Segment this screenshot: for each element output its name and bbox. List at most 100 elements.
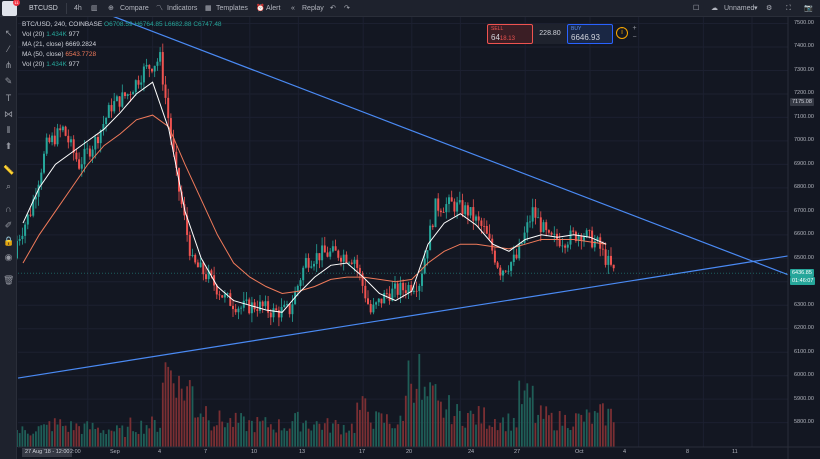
info-icon[interactable]: i — [616, 27, 628, 39]
redo-icon[interactable]: ↷ — [344, 5, 350, 12]
replay-button[interactable]: Replay — [302, 5, 324, 12]
volume-bar — [137, 433, 140, 447]
candle-body — [426, 250, 429, 259]
indicators-button[interactable]: Indicators — [167, 5, 198, 12]
legend-ma21[interactable]: MA (21, close) 6669.2824 — [22, 40, 222, 50]
candle-body — [461, 200, 464, 215]
magnet-icon[interactable]: ∩ — [5, 204, 12, 214]
candle-body — [180, 191, 183, 205]
text-tool-icon[interactable]: T — [5, 93, 12, 103]
volume-bar — [475, 424, 477, 447]
layout-dropdown-icon[interactable]: ▾ — [754, 5, 758, 12]
candle-body — [188, 234, 191, 256]
candle-body — [140, 82, 143, 85]
candle-body — [261, 301, 264, 307]
volume-bar — [445, 409, 448, 447]
candle-body — [70, 139, 72, 143]
candle-body — [221, 295, 224, 298]
volume-bar — [431, 385, 434, 447]
icon-tool-icon[interactable]: ⬆ — [4, 141, 13, 151]
volume-bar — [29, 435, 32, 447]
candle-body — [67, 135, 70, 143]
volume-bar — [394, 428, 396, 447]
stay-drawing-icon[interactable]: ✐ — [4, 220, 13, 230]
gear-icon[interactable]: ⚙ — [766, 5, 773, 12]
tradingview-logo[interactable]: 11 — [2, 0, 20, 16]
volume-bar — [510, 430, 512, 447]
trash-icon[interactable]: 🗑 — [3, 275, 15, 285]
fullscreen-icon[interactable]: ☐ — [693, 5, 700, 12]
prediction-tool-icon[interactable]: ⫴ — [6, 125, 11, 135]
candle-body — [142, 66, 145, 83]
brush-tool-icon[interactable]: ✎ — [4, 76, 13, 86]
indicator-name: MA (50, close) — [22, 51, 64, 58]
candle-body — [88, 148, 91, 157]
volume-bar — [99, 432, 102, 447]
lock-icon[interactable]: 🔒 — [3, 236, 15, 246]
hide-drawings-icon[interactable]: ◉ — [4, 252, 13, 262]
candle-body — [591, 230, 594, 248]
volume-bar — [288, 428, 291, 447]
candle-body — [442, 212, 445, 213]
volume-bar — [248, 420, 251, 447]
legend-ma50[interactable]: MA (50, close) 6543.7728 — [22, 50, 222, 60]
price-tick-label: 7500.00 — [794, 20, 814, 26]
interval-button[interactable]: 4h — [74, 5, 82, 12]
volume-bar — [377, 412, 380, 447]
volume-bar — [342, 424, 345, 447]
buy-button[interactable]: BUY 6646.93 — [567, 24, 613, 44]
candle-body — [78, 159, 81, 169]
volume-bar — [426, 396, 429, 447]
time-tick-label: 27 — [514, 449, 521, 455]
camera-icon[interactable]: 📷 — [804, 5, 813, 12]
candle-body — [364, 285, 367, 299]
volume-bar — [467, 413, 469, 447]
candle-body — [601, 248, 604, 250]
sell-button[interactable]: SELL 6418.13 — [487, 24, 533, 44]
volume-bar — [26, 433, 29, 447]
zoom-icon[interactable]: ⌕ — [5, 181, 12, 191]
undo-icon[interactable]: ↶ — [330, 5, 336, 12]
volume-bar — [593, 411, 596, 447]
compare-icon: ⊕ — [108, 5, 114, 12]
volume-bar — [407, 360, 410, 447]
volume-bar — [572, 426, 575, 447]
templates-button[interactable]: Templates — [216, 5, 248, 12]
candle-body — [550, 232, 553, 235]
legend-vol-1[interactable]: Vol (20) 1.434K 977 — [22, 30, 222, 40]
volume-bar — [566, 428, 569, 447]
layout-name-button[interactable]: Unnamed — [724, 5, 755, 12]
candle-body — [121, 92, 124, 107]
trendline-tool-icon[interactable]: ⁄ — [7, 44, 10, 54]
candle-body — [259, 301, 261, 311]
volume-bar — [464, 427, 467, 447]
candle-body — [334, 246, 337, 251]
volume-bar — [588, 412, 591, 447]
fullscreen-toggle-icon[interactable]: ⛶ — [786, 5, 791, 12]
buy-price: 6646.93 — [571, 33, 600, 42]
candle-body — [80, 164, 83, 169]
legend-vol-2[interactable]: Vol (20) 1.434K 977 — [22, 60, 222, 70]
compare-button[interactable]: Compare — [120, 5, 149, 12]
pattern-tool-icon[interactable]: ⋈ — [4, 109, 13, 119]
volume-bar — [178, 375, 180, 447]
candle-body — [210, 270, 213, 276]
quantity-stepper[interactable]: + − — [632, 25, 637, 41]
volume-bar — [391, 428, 394, 447]
volume-bar — [348, 430, 350, 447]
cursor-icon[interactable]: ↖ — [4, 28, 13, 38]
volume-bar — [121, 425, 124, 447]
crosshair-price-label: 7175.08 — [790, 98, 814, 106]
alert-button[interactable]: Alert — [266, 5, 281, 12]
ruler-icon[interactable]: 📏 — [3, 165, 15, 175]
pitchfork-tool-icon[interactable]: ⋔ — [4, 60, 13, 70]
volume-bar — [372, 428, 375, 447]
volume-bar — [80, 433, 83, 447]
candle-body — [250, 302, 253, 314]
symbol-search[interactable]: BTCUSD — [29, 5, 58, 12]
candle-body — [607, 255, 610, 265]
bar-style-icon[interactable]: ▥ — [91, 5, 98, 12]
indicator-value: 6669.2824 — [65, 41, 97, 48]
candle-body — [32, 199, 35, 216]
